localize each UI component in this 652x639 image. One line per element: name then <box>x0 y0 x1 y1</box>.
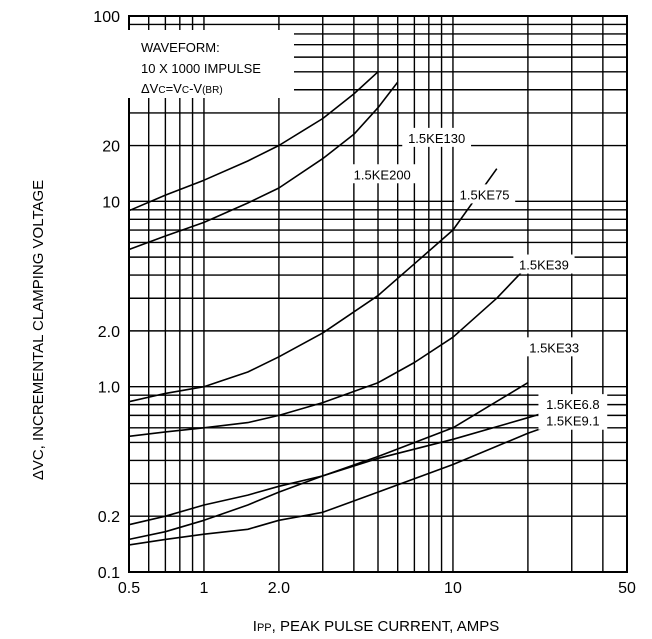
x-tick-label: 2.0 <box>268 580 290 597</box>
annotation-minus-v: -V <box>189 81 202 96</box>
annotation-delta-v: ΔV <box>141 81 159 96</box>
annotation-line-2: 10 X 1000 IMPULSE <box>141 61 261 76</box>
series-line <box>128 382 529 526</box>
series-line <box>128 168 498 403</box>
y-tick-label: 20 <box>102 139 120 156</box>
x-tick-label: 1 <box>200 580 209 597</box>
series-label-bg <box>454 184 516 204</box>
series-label: 1.5KE200 <box>354 167 411 182</box>
waveform-annotation: WAVEFORM: 10 X 1000 IMPULSE ΔVC=VC-V(BR) <box>128 30 294 98</box>
x-axis-label: IPP, PEAK PULSE CURRENT, AMPS <box>253 618 499 635</box>
series-line <box>128 416 573 546</box>
y-tick-label: 10 <box>102 194 120 211</box>
series-label: 1.5KE130 <box>408 131 465 146</box>
grid <box>129 16 627 572</box>
x-axis-label-prefix: I <box>253 618 257 635</box>
y-tick-label: 2.0 <box>98 324 120 341</box>
y-tick-label: 0.2 <box>98 509 120 526</box>
y-tick-labels: 100 20 10 2.0 1.0 0.2 0.1 <box>93 9 120 582</box>
series-label: 1.5KE6.8 <box>546 397 600 412</box>
x-tick-label: 0.5 <box>118 580 140 597</box>
y-tick-label: 100 <box>93 9 120 26</box>
series-label: 1.5KE9.1 <box>546 414 600 429</box>
annotation-sub-c2: C <box>182 85 189 96</box>
x-axis-label-rest: , PEAK PULSE CURRENT, AMPS <box>272 618 500 635</box>
series-label: 1.5KE75 <box>460 187 510 202</box>
plot-frame <box>128 15 628 573</box>
x-tick-labels: 0.5 1 2.0 10 50 <box>118 580 636 597</box>
annotation-eq-v: =V <box>166 81 183 96</box>
x-tick-label: 50 <box>618 580 636 597</box>
y-tick-label: 1.0 <box>98 380 120 397</box>
series-line <box>128 71 379 212</box>
series-labels: 1.5KE200 1.5KE130 1.5KE75 1.5KE39 1.5KE33 1.5… <box>347 127 608 430</box>
series-line <box>128 403 573 541</box>
annotation-box <box>128 30 294 98</box>
annotation-sub-br: (BR) <box>202 85 223 96</box>
annotation-line-1: WAVEFORM: <box>141 40 220 55</box>
x-axis-label-sub: PP <box>257 622 272 634</box>
series-label-bg <box>538 394 608 414</box>
series-line <box>128 265 529 438</box>
series-label-bg <box>402 127 472 147</box>
x-tick-label: 10 <box>444 580 462 597</box>
series-label-bg <box>347 164 417 184</box>
annotation-sub-c1: C <box>158 85 165 96</box>
series-line <box>128 81 399 251</box>
y-axis-label: ΔVC, INCREMENTAL CLAMPING VOLTAGE <box>30 180 47 480</box>
y-tick-label: 0.1 <box>98 565 120 582</box>
series-label: 1.5KE33 <box>529 340 579 355</box>
series-label-bg <box>523 337 585 357</box>
series-lines <box>128 71 573 546</box>
annotation-line-3: ΔVC=VC-V(BR) <box>141 81 223 96</box>
series-label-bg <box>538 410 608 430</box>
series-label: 1.5KE39 <box>519 258 569 273</box>
series-label-bg <box>513 254 575 274</box>
